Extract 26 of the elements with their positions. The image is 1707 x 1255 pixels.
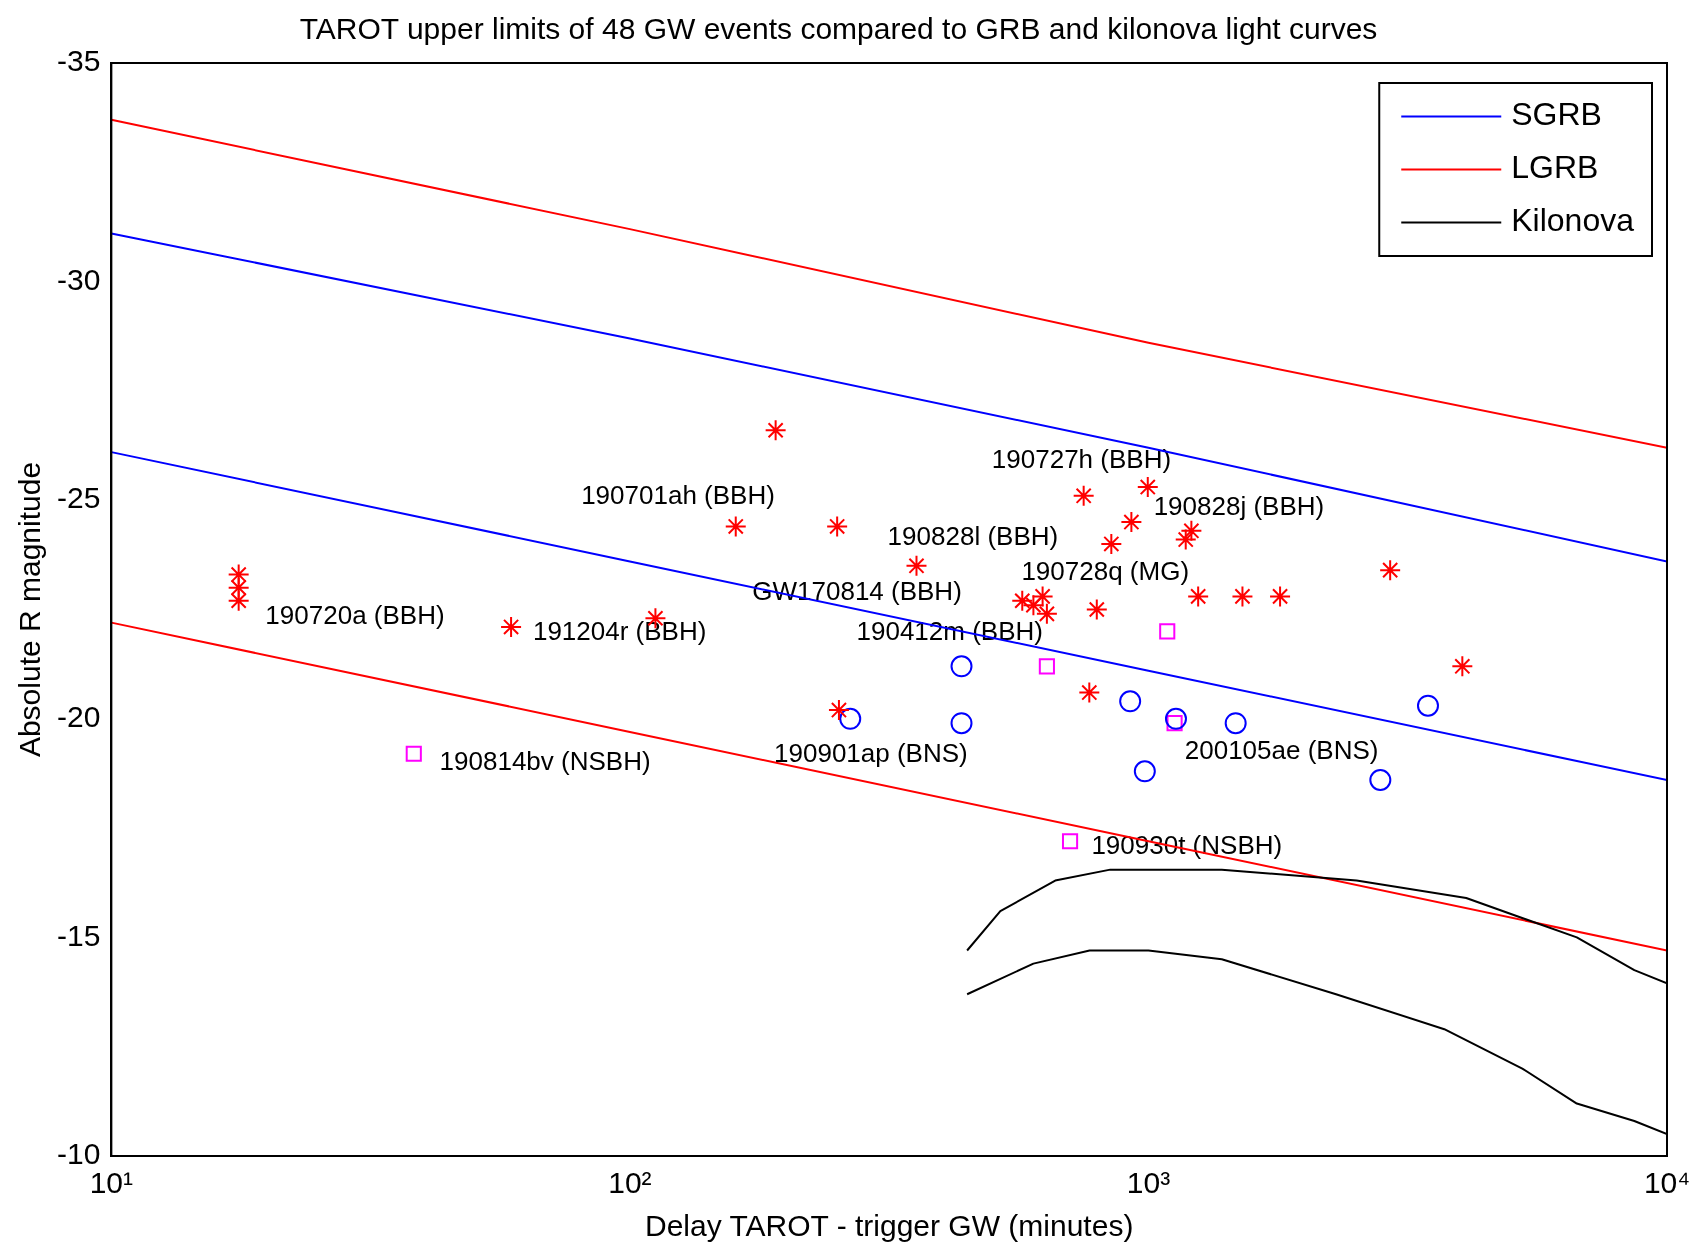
y-tick-label: -30: [57, 262, 101, 296]
y-tick-label: -35: [57, 44, 101, 78]
annotation: 190828l (BBH): [887, 520, 1059, 551]
annotation: 190727h (BBH): [991, 444, 1172, 475]
x-tick-label: 10⁴: [1643, 1166, 1691, 1200]
x-tick-label: 10³: [1126, 1166, 1171, 1200]
chart-title: TAROT upper limits of 48 GW events compared to GRB and kilonova light curves: [299, 12, 1378, 46]
legend-label: Kilonova: [1511, 202, 1635, 239]
annotation: 190728q (MG): [1021, 555, 1190, 586]
annotation: 190901ap (BNS): [774, 738, 968, 769]
y-tick-label: -20: [57, 700, 101, 734]
legend-label: SGRB: [1511, 96, 1602, 133]
y-tick-label: -15: [57, 918, 101, 952]
annotation: 190720a (BBH): [265, 600, 445, 631]
annotation: 190814bv (NSBH): [439, 745, 651, 776]
y-tick-label: -25: [57, 481, 101, 515]
y-axis-title: Absolute R magnitude: [13, 461, 47, 758]
x-axis-title: Delay TAROT - trigger GW (minutes): [644, 1209, 1134, 1243]
x-tick-label: 10²: [608, 1166, 652, 1200]
annotation: 200105ae (BNS): [1184, 734, 1379, 765]
legend-label: LGRB: [1511, 149, 1599, 186]
annotation: 190930t (NSBH): [1091, 829, 1283, 860]
annotation: 190828j (BBH): [1153, 491, 1325, 522]
annotation: 191204r (BBH): [532, 615, 707, 646]
annotation: 190701ah (BBH): [581, 480, 775, 511]
annotation: 190412m (BBH): [856, 615, 1043, 646]
